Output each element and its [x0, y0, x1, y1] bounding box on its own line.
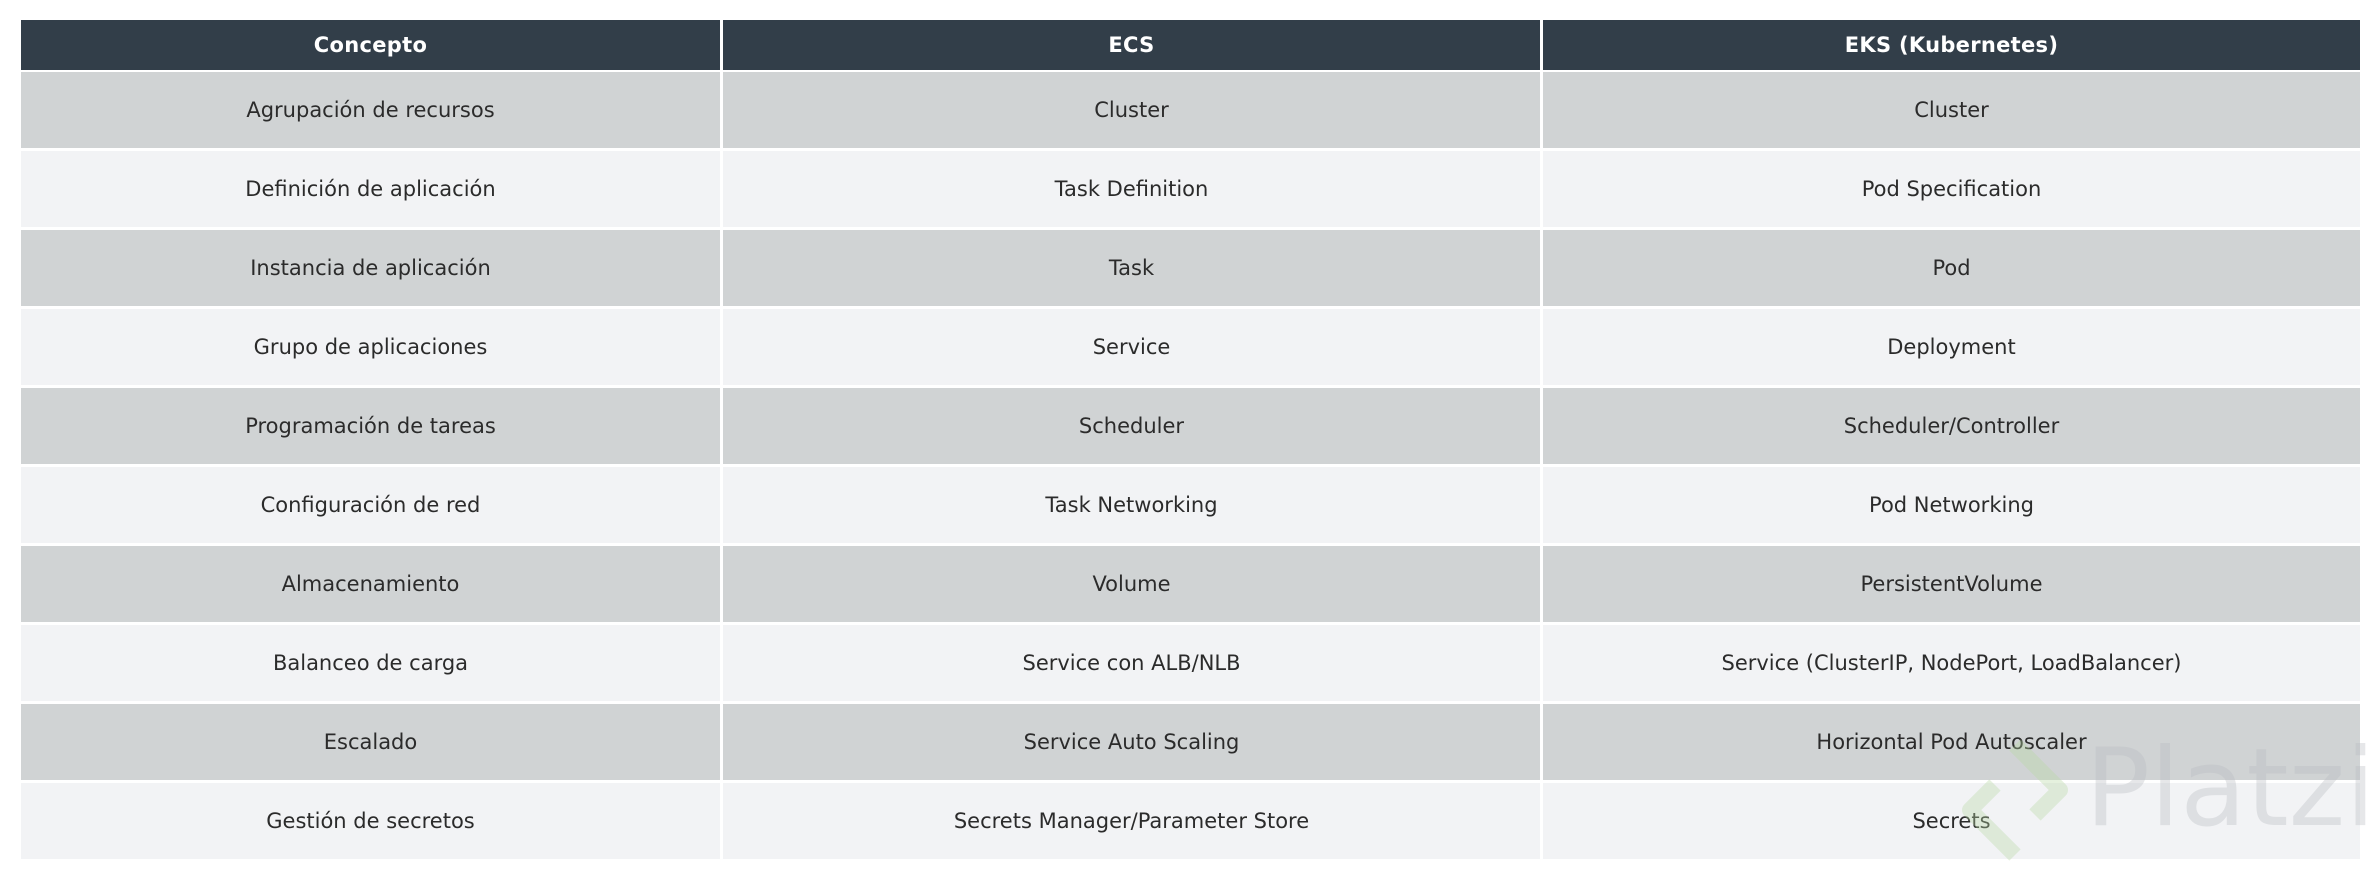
- eks-cell: Pod: [1932, 256, 1971, 280]
- table-row: Almacenamiento Volume PersistentVolume: [21, 546, 2360, 625]
- eks-cell: PersistentVolume: [1860, 572, 2043, 596]
- header-ecs: ECS: [723, 20, 1543, 70]
- eks-cell: Deployment: [1887, 335, 2016, 359]
- eks-cell: Scheduler/Controller: [1843, 414, 2060, 438]
- table-row: Balanceo de carga Service con ALB/NLB Se…: [21, 625, 2360, 704]
- eks-cell: Cluster: [1914, 98, 1989, 122]
- comparison-table: Concepto ECS EKS (Kubernetes) Agrupación…: [21, 20, 2360, 859]
- table-row: Definición de aplicación Task Definition…: [21, 151, 2360, 230]
- eks-cell: Horizontal Pod Autoscaler: [1816, 730, 2087, 754]
- ecs-cell: Service Auto Scaling: [723, 704, 1543, 780]
- eks-cell: Service (ClusterIP, NodePort, LoadBalanc…: [1721, 651, 2182, 675]
- table-row: Escalado Service Auto Scaling Horizontal…: [21, 704, 2360, 783]
- concept-cell: Almacenamiento: [21, 546, 723, 622]
- concept-cell: Escalado: [21, 704, 723, 780]
- table-row: Grupo de aplicaciones Service Deployment: [21, 309, 2360, 388]
- ecs-cell: Service: [723, 309, 1543, 385]
- eks-cell: Pod Networking: [1869, 493, 2034, 517]
- eks-cell: Secrets: [1912, 809, 1991, 833]
- ecs-cell: Task Definition: [723, 151, 1543, 227]
- ecs-cell: Task: [723, 230, 1543, 306]
- ecs-cell: Task Networking: [723, 467, 1543, 543]
- concept-cell: Gestión de secretos: [21, 783, 723, 859]
- concept-cell: Agrupación de recursos: [21, 72, 723, 148]
- ecs-cell: Secrets Manager/Parameter Store: [723, 783, 1543, 859]
- concept-cell: Configuración de red: [21, 467, 723, 543]
- concept-cell: Definición de aplicación: [21, 151, 723, 227]
- ecs-cell: Service con ALB/NLB: [723, 625, 1543, 701]
- ecs-cell: Volume: [723, 546, 1543, 622]
- table-row: Configuración de red Task Networking Pod…: [21, 467, 2360, 546]
- concept-cell: Programación de tareas: [21, 388, 723, 464]
- table-row: Agrupación de recursos Cluster Cluster: [21, 72, 2360, 151]
- header-concepto: Concepto: [21, 20, 723, 70]
- table-row: Programación de tareas Scheduler Schedul…: [21, 388, 2360, 467]
- table-header: Concepto ECS EKS (Kubernetes): [21, 20, 2360, 72]
- table-row: Instancia de aplicación Task Pod: [21, 230, 2360, 309]
- concept-cell: Grupo de aplicaciones: [21, 309, 723, 385]
- concept-cell: Balanceo de carga: [21, 625, 723, 701]
- ecs-cell: Scheduler: [723, 388, 1543, 464]
- header-eks: EKS (Kubernetes): [1844, 33, 2059, 57]
- table-row: Gestión de secretos Secrets Manager/Para…: [21, 783, 2360, 859]
- eks-cell: Pod Specification: [1861, 177, 2042, 201]
- ecs-cell: Cluster: [723, 72, 1543, 148]
- concept-cell: Instancia de aplicación: [21, 230, 723, 306]
